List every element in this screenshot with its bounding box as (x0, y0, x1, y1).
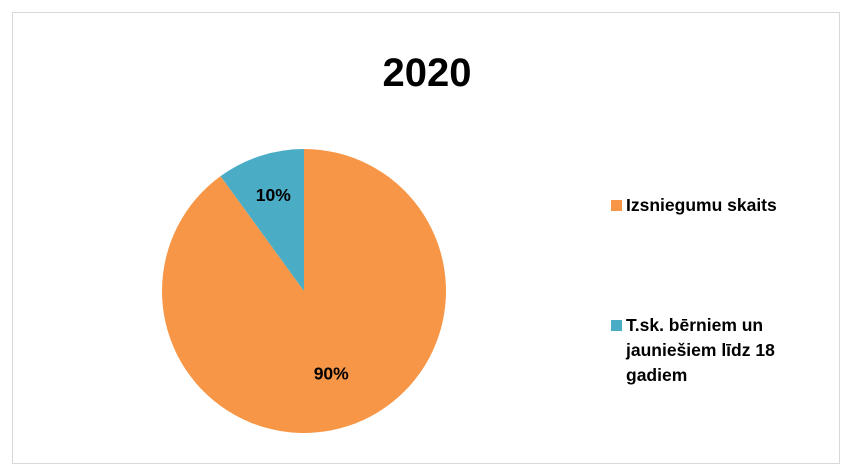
chart-title: 2020 (382, 51, 472, 95)
pie-data-label-1: 10% (256, 185, 291, 205)
pie-chart: 90% 10% (161, 149, 446, 434)
legend-item-berniem: T.sk. bērniem un jauniešiem līdz 18 gadi… (611, 313, 826, 388)
pie-slice-1 (220, 149, 304, 291)
legend-swatch-teal (611, 320, 622, 331)
chart-area: 2020 90% 10% Izsniegumu skaits T.sk. bērn… (12, 12, 840, 464)
legend-swatch-orange (611, 200, 622, 211)
pie-data-label-0: 90% (314, 363, 349, 383)
legend-label: T.sk. bērniem un jauniešiem līdz 18 gadi… (626, 315, 775, 385)
legend-item-izsniegumu-skaits: Izsniegumu skaits (611, 193, 826, 218)
legend-label: Izsniegumu skaits (626, 195, 777, 215)
